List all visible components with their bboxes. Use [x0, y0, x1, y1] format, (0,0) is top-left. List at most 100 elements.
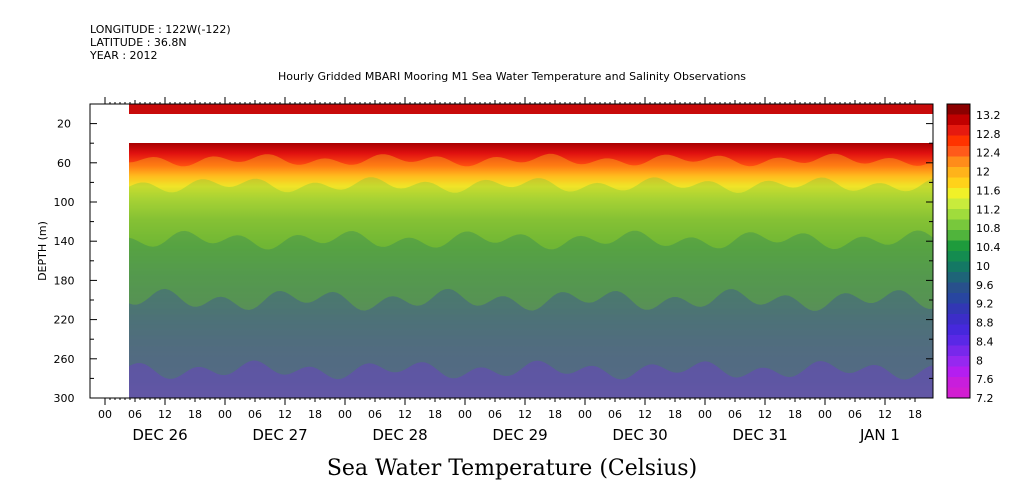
colorbar-swatch [947, 345, 970, 357]
x-hour-label: 18 [188, 408, 202, 421]
x-hour-label: 00 [458, 408, 472, 421]
year-label: YEAR : 2012 [90, 49, 158, 62]
colorbar-label: 12 [976, 166, 990, 179]
colorbar-swatch [947, 114, 970, 126]
colorbar-swatch [947, 356, 970, 367]
y-tick-label: 140 [54, 235, 75, 248]
longitude-label: LONGITUDE : 122W(-122) [90, 23, 231, 36]
colorbar-swatch [947, 177, 970, 189]
x-day-label: DEC 31 [732, 426, 787, 444]
x-hour-label: 12 [278, 408, 292, 421]
colorbar-swatch [947, 104, 970, 115]
x-hour-label: 00 [218, 408, 232, 421]
x-hour-label: 00 [578, 408, 592, 421]
x-hour-label: 18 [548, 408, 562, 421]
x-day-label: DEC 26 [132, 426, 187, 444]
x-hour-label: 06 [488, 408, 502, 421]
x-hour-label: 12 [398, 408, 412, 421]
colorbar-swatch [947, 314, 970, 325]
colorbar-swatch [947, 387, 970, 399]
colorbar-swatch [947, 167, 970, 178]
colorbar-swatch [947, 335, 970, 346]
x-hour-label: 00 [98, 408, 112, 421]
x-hour-label: 18 [788, 408, 802, 421]
colorbar-label: 7.2 [976, 392, 994, 405]
colorbar-swatch [947, 198, 970, 210]
colorbar-swatch [947, 303, 970, 315]
colorbar-swatch [947, 251, 970, 262]
x-day-label: DEC 28 [372, 426, 427, 444]
x-hour-label: 06 [608, 408, 622, 421]
colorbar-swatch [947, 219, 970, 231]
y-tick-label: 60 [57, 157, 71, 170]
y-axis-title: DEPTH (m) [36, 221, 49, 281]
surface-temperature-band [129, 104, 933, 114]
x-hour-label: 12 [758, 408, 772, 421]
x-hour-label: 06 [128, 408, 142, 421]
x-hour-label: 12 [158, 408, 172, 421]
colorbar-label: 10.4 [976, 241, 1001, 254]
y-tick-label: 220 [54, 314, 75, 327]
y-tick-label: 180 [54, 274, 75, 287]
colorbar-label: 13.2 [976, 109, 1001, 122]
colorbar-label: 11.6 [976, 184, 1001, 197]
y-axis-ticks: 20 60 100 140 180 220 260 300 [54, 103, 933, 405]
x-hour-label: 12 [518, 408, 532, 421]
colorbar-swatch [947, 261, 970, 273]
x-hour-label: 18 [308, 408, 322, 421]
colorbar-label: 8.4 [976, 335, 994, 348]
contour-band [129, 153, 933, 398]
colorbar-swatch [947, 366, 970, 378]
x-day-label: DEC 30 [612, 426, 667, 444]
colorbar-swatch [947, 146, 970, 157]
colorbar-label: 10 [976, 260, 990, 273]
chart-title: Hourly Gridded MBARI Mooring M1 Sea Wate… [278, 70, 746, 83]
colorbar-swatch [947, 324, 970, 336]
x-day-label: DEC 27 [252, 426, 307, 444]
plot-area [90, 104, 933, 398]
x-day-label: DEC 29 [492, 426, 547, 444]
contour-band [129, 360, 933, 398]
colorbar-label: 8 [976, 354, 983, 367]
colorbar-label: 12.8 [976, 128, 1001, 141]
x-hour-label: 06 [248, 408, 262, 421]
colorbar-label: 11.2 [976, 203, 1001, 216]
colorbar-swatch [947, 240, 970, 252]
contour-band [129, 230, 933, 398]
latitude-label: LATITUDE : 36.8N [90, 36, 187, 49]
colorbar-swatch [947, 209, 970, 220]
colorbar-swatch [947, 135, 970, 147]
colorbar-swatch [947, 272, 970, 283]
x-hour-label: 12 [638, 408, 652, 421]
x-hour-label: 06 [848, 408, 862, 421]
x-hour-label: 18 [668, 408, 682, 421]
colorbar-swatch [947, 230, 970, 241]
x-hour-label: 18 [428, 408, 442, 421]
thermocline-waves [129, 153, 933, 398]
x-axis-title: Sea Water Temperature (Celsius) [327, 456, 697, 481]
colorbar-swatch [947, 377, 970, 388]
colorbar-frame [946, 103, 971, 399]
x-hour-label: 00 [818, 408, 832, 421]
x-axis-ticks: 00 06 12 18 00 06 12 18 00 06 12 18 00 06 12 18 00 06 12 18… [98, 97, 922, 444]
y-tick-label: 260 [54, 353, 75, 366]
x-hour-label: 12 [878, 408, 892, 421]
x-hour-label: 00 [698, 408, 712, 421]
x-hour-label: 06 [368, 408, 382, 421]
plot-frame [89, 103, 934, 399]
y-tick-label: 300 [54, 392, 75, 405]
colorbar-swatch [947, 188, 970, 199]
colorbar-label: 9.6 [976, 279, 994, 292]
colorbar-swatch [947, 156, 970, 168]
x-hour-label: 18 [908, 408, 922, 421]
colorbar: 13.2 12.8 12.4 12 11.6 11.2 10.8 10.4 10 9.6 9.2 8.… [946, 103, 1001, 405]
y-tick-label: 100 [54, 196, 75, 209]
y-tick-label: 20 [57, 118, 71, 131]
colorbar-label: 7.6 [976, 373, 994, 386]
x-hour-label: 06 [728, 408, 742, 421]
colorbar-label: 8.8 [976, 317, 994, 330]
x-day-label: JAN 1 [859, 426, 900, 444]
x-hour-label: 00 [338, 408, 352, 421]
contour-band [129, 288, 933, 398]
